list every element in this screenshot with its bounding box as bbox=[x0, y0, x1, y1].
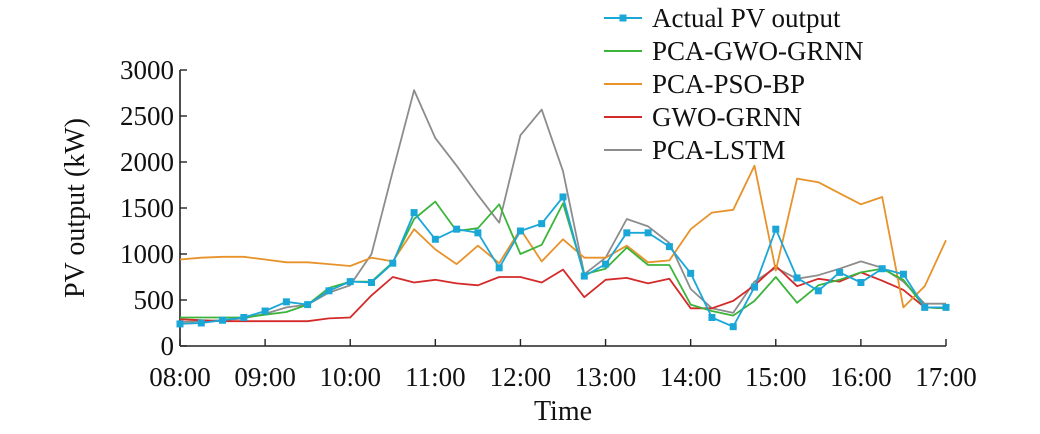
data-point bbox=[176, 320, 184, 328]
series-3 bbox=[179, 265, 947, 323]
legend-label: PCA-LSTM bbox=[652, 135, 786, 165]
data-point bbox=[644, 229, 652, 237]
data-point bbox=[580, 272, 588, 280]
data-point bbox=[474, 229, 482, 237]
data-point bbox=[836, 268, 844, 276]
axes bbox=[179, 70, 946, 347]
data-point bbox=[219, 316, 227, 324]
legend: Actual PV outputPCA-GWO-GRNNPCA-PSO-BPGW… bbox=[604, 3, 864, 165]
series-line bbox=[179, 164, 947, 309]
series-0 bbox=[176, 193, 950, 331]
data-point bbox=[516, 227, 524, 235]
data-point bbox=[729, 323, 737, 331]
data-point bbox=[538, 220, 546, 228]
series-line bbox=[179, 265, 947, 323]
data-point bbox=[814, 287, 822, 295]
x-tick-label: 09:00 bbox=[234, 362, 296, 392]
legend-item: PCA-LSTM bbox=[604, 135, 786, 165]
data-point bbox=[240, 313, 248, 321]
data-point bbox=[410, 209, 418, 217]
data-point bbox=[602, 260, 610, 268]
data-point bbox=[495, 264, 503, 272]
series-layer bbox=[176, 89, 950, 331]
y-ticks: 0 500 1000 1500 2000 2500 3000 bbox=[120, 55, 187, 361]
data-point bbox=[708, 313, 716, 321]
data-point bbox=[899, 270, 907, 278]
x-tick-label: 14:00 bbox=[660, 362, 722, 392]
data-point bbox=[942, 303, 950, 311]
x-tick-label: 16:00 bbox=[830, 362, 892, 392]
x-tick-label: 08:00 bbox=[149, 362, 211, 392]
y-tick-label: 2000 bbox=[120, 147, 174, 177]
data-point bbox=[687, 269, 695, 277]
x-tick-label: 11:00 bbox=[405, 362, 466, 392]
y-tick-label: 3000 bbox=[120, 55, 174, 85]
data-point bbox=[751, 283, 758, 291]
data-point bbox=[197, 319, 205, 327]
series-line bbox=[180, 200, 947, 319]
legend-item: Actual PV output bbox=[604, 3, 841, 33]
x-tick-label: 15:00 bbox=[745, 362, 807, 392]
y-tick-label: 0 bbox=[161, 331, 175, 361]
data-point bbox=[325, 287, 333, 295]
x-tick-label: 10:00 bbox=[319, 362, 381, 392]
x-tick-label: 12:00 bbox=[490, 362, 552, 392]
data-point bbox=[346, 278, 354, 286]
data-point bbox=[857, 279, 865, 287]
y-axis-title: PV output (kW) bbox=[60, 118, 91, 298]
x-axis-title: Time bbox=[534, 396, 592, 427]
data-point bbox=[389, 259, 397, 267]
y-tick-label: 1500 bbox=[120, 193, 174, 223]
data-point bbox=[665, 243, 673, 251]
data-point bbox=[623, 229, 631, 237]
data-point bbox=[431, 235, 439, 243]
y-tick-label: 1000 bbox=[120, 239, 174, 269]
x-tick-label: 17:00 bbox=[915, 362, 977, 392]
data-point bbox=[282, 298, 290, 306]
legend-item: PCA-PSO-BP bbox=[604, 69, 805, 99]
data-point bbox=[453, 225, 461, 233]
data-point bbox=[878, 265, 886, 273]
series-2 bbox=[179, 164, 947, 309]
x-tick-label: 13:00 bbox=[575, 362, 637, 392]
legend-item: PCA-GWO-GRNN bbox=[604, 36, 864, 66]
legend-label: PCA-PSO-BP bbox=[652, 69, 805, 99]
legend-label: PCA-GWO-GRNN bbox=[652, 36, 864, 66]
legend-label: Actual PV output bbox=[652, 3, 841, 33]
y-tick-label: 2500 bbox=[120, 101, 174, 131]
data-point bbox=[368, 279, 375, 287]
data-point bbox=[793, 274, 801, 282]
x-ticks: 08:00 09:00 10:00 11:00 12:00 13:00 14:00 15:00… bbox=[149, 339, 977, 392]
data-point bbox=[261, 307, 269, 315]
legend-item: GWO-GRNN bbox=[604, 102, 802, 132]
series-1 bbox=[180, 200, 947, 319]
legend-marker bbox=[619, 14, 627, 22]
data-point bbox=[772, 225, 780, 233]
legend-label: GWO-GRNN bbox=[652, 102, 802, 132]
data-point bbox=[559, 193, 567, 201]
y-tick-label: 500 bbox=[134, 285, 175, 315]
data-point bbox=[921, 303, 929, 311]
data-point bbox=[304, 301, 312, 309]
